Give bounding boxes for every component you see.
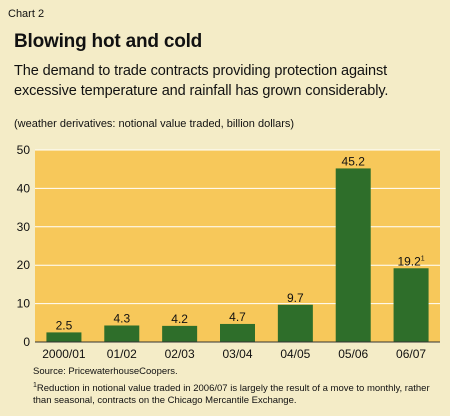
- y-tick-label: 0: [23, 335, 30, 349]
- y-tick-label: 20: [17, 258, 31, 272]
- data-label: 4.2: [171, 312, 188, 326]
- footnote-marker: 1: [33, 382, 37, 389]
- data-label: 19.21: [397, 254, 424, 268]
- footnote: 1Reduction in notional value traded in 2…: [33, 380, 443, 407]
- data-label: 45.2: [342, 154, 366, 168]
- x-tick-label: 06/07: [396, 347, 426, 361]
- data-label: 2.5: [56, 318, 73, 332]
- y-tick-label: 10: [17, 297, 31, 311]
- data-label: 4.3: [113, 311, 130, 325]
- data-label: 9.7: [287, 291, 304, 305]
- bar: [393, 268, 429, 342]
- chart-title: Blowing hot and cold: [14, 31, 203, 52]
- bar: [220, 323, 255, 342]
- bar: [335, 168, 371, 342]
- data-label: 4.7: [229, 310, 246, 324]
- bar: [162, 325, 198, 342]
- bar-chart: 0 10 20 30 40 50 2.5 2000/01 4.3 01/02 4.2 02/03 4.7…: [17, 143, 440, 361]
- x-tick-label: 02/03: [165, 347, 195, 361]
- y-tick-label: 30: [17, 220, 31, 234]
- x-tick-label: 04/05: [280, 347, 310, 361]
- source-note: Source: PricewaterhouseCoopers.: [33, 366, 178, 377]
- x-tick-label: 05/06: [338, 347, 368, 361]
- data-label-superscript: 1: [421, 255, 425, 262]
- footnote-text: Reduction in notional value traded in 20…: [33, 383, 430, 407]
- y-tick-label: 50: [17, 143, 31, 157]
- bar: [277, 304, 313, 342]
- y-tick-label: 40: [17, 181, 31, 195]
- units-label: (weather derivatives: notional value tra…: [14, 118, 295, 130]
- bar: [104, 325, 140, 342]
- chart-subtitle: The demand to trade contracts providing …: [14, 63, 389, 99]
- plot-area: [35, 150, 440, 342]
- bar: [46, 332, 82, 342]
- chart-number: Chart 2: [8, 8, 45, 20]
- x-tick-label: 2000/01: [42, 347, 86, 361]
- x-tick-label: 03/04: [222, 347, 252, 361]
- x-tick-label: 01/02: [107, 347, 137, 361]
